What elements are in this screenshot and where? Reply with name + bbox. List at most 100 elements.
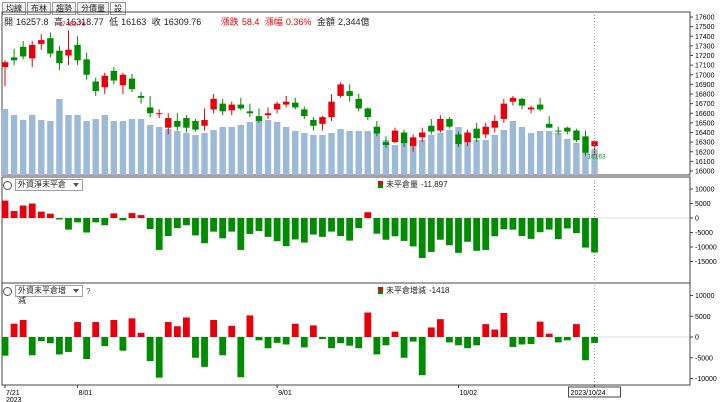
volume-bar — [292, 131, 299, 175]
amount-label: 金額 — [316, 17, 335, 27]
oichg-bar — [328, 337, 335, 349]
volume-bar — [165, 129, 172, 175]
candle-body — [437, 119, 444, 131]
legend-swatch-icon — [378, 287, 383, 294]
volume-bar — [328, 133, 335, 175]
candle — [65, 30, 72, 66]
volume-bar — [192, 135, 199, 175]
volume-bar — [546, 131, 553, 175]
price-tick-label: 16700 — [695, 101, 715, 108]
help-icon[interactable]: ? — [86, 286, 91, 296]
oi-bar — [74, 218, 81, 223]
candle — [455, 131, 462, 147]
candle-body — [491, 120, 498, 128]
oi-bar — [282, 218, 290, 247]
candle-body — [165, 118, 172, 128]
candle-body — [47, 38, 54, 54]
oi-bar — [582, 218, 589, 248]
oichg-bar — [255, 337, 263, 341]
oi-bar — [464, 218, 471, 242]
high-label: 高 — [54, 17, 64, 27]
candle-body — [264, 113, 272, 116]
volume-bar — [273, 122, 281, 175]
candle-body — [310, 119, 317, 126]
volume-bar — [491, 135, 498, 175]
candle — [546, 116, 553, 128]
pct-label: 漲幅 — [264, 17, 283, 27]
oi-bar — [364, 212, 372, 218]
candle — [128, 73, 136, 93]
candle — [373, 120, 381, 137]
x-tick-label: 7/21 — [6, 390, 20, 397]
foreign-oi-change-select[interactable]: 外資未平倉增減 — [15, 285, 83, 305]
oichg-tick-label: -10000 — [695, 376, 717, 383]
candle-body — [83, 59, 90, 75]
candle-body — [292, 102, 299, 108]
settings-gear-icon[interactable] — [3, 180, 12, 190]
oi-bar — [246, 218, 254, 234]
candle — [509, 95, 517, 106]
candle-body — [155, 113, 163, 115]
oichg-bar — [137, 332, 145, 337]
volume-bar — [400, 140, 408, 175]
candle-body — [409, 137, 417, 146]
oi-bar — [155, 218, 163, 250]
candle — [92, 77, 99, 96]
foreign-net-oi-select[interactable]: 外資淨未平倉 — [15, 179, 83, 191]
x-cursor-label: 2023/10/24 — [571, 390, 606, 397]
oi-tick-label: -15000 — [695, 259, 717, 266]
volume-bar — [56, 99, 63, 175]
oi-bar — [173, 218, 181, 229]
oichg-bar — [192, 337, 199, 358]
x-cursor-box — [568, 386, 622, 398]
oichg-bar — [119, 337, 127, 351]
candle — [219, 98, 226, 116]
oi-bar — [328, 218, 335, 232]
price-tick-label: 16600 — [695, 111, 715, 118]
volume-bar — [527, 133, 535, 175]
candle — [482, 122, 489, 139]
settings-gear-icon[interactable] — [3, 286, 12, 296]
candle-body — [500, 103, 508, 120]
candle-body — [591, 141, 598, 147]
candle — [282, 95, 290, 108]
volume-bar — [346, 131, 353, 175]
candle — [183, 115, 190, 133]
oichg-bar — [364, 312, 372, 337]
price-tick-label: 17600 — [695, 15, 715, 22]
oichg-bar — [355, 337, 363, 349]
oi-bar — [65, 218, 72, 230]
candle — [119, 72, 127, 94]
candle — [564, 126, 571, 135]
volume-bar — [210, 130, 217, 175]
oi-bar — [482, 218, 490, 250]
volume-bar — [255, 120, 263, 175]
candle-body — [564, 127, 571, 132]
oichg-bar — [509, 337, 517, 347]
volume-bar — [74, 115, 81, 175]
candle — [464, 129, 471, 146]
oi-tick-label: -5000 — [695, 230, 713, 237]
oi-bar — [128, 213, 136, 218]
price-tick-label: 16400 — [695, 130, 715, 137]
candle — [364, 107, 371, 120]
volume-bar — [555, 133, 562, 175]
oi-bar — [46, 213, 54, 218]
oi-bar — [56, 218, 63, 220]
candle — [419, 127, 426, 143]
oichg-bar — [527, 337, 535, 345]
volume-bar — [409, 140, 417, 175]
volume-bar — [201, 133, 208, 175]
oichg-bar — [418, 337, 426, 376]
candle-body — [400, 132, 408, 144]
high-value: 16318.77 — [66, 17, 104, 27]
oichg-bar — [300, 337, 308, 348]
candle — [255, 108, 263, 123]
oi-bar — [446, 218, 453, 246]
candle — [264, 107, 272, 120]
price-tick-label: 16800 — [695, 92, 715, 99]
volume-bar — [355, 131, 362, 175]
volume-bar — [246, 122, 254, 175]
oi-bar — [137, 215, 145, 218]
